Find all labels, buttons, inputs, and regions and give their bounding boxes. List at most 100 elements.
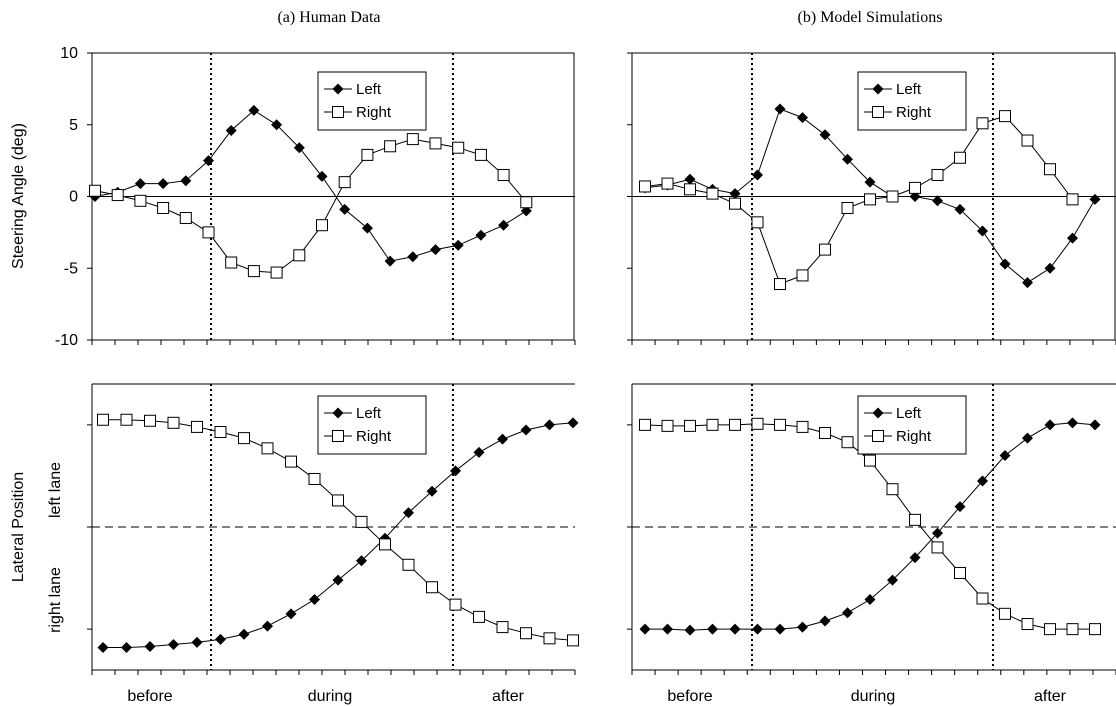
point-marker-right — [954, 566, 966, 579]
point-marker-right — [384, 140, 397, 153]
point-marker-right — [497, 168, 510, 181]
point-marker-left — [774, 623, 786, 635]
point-marker-left — [932, 527, 943, 539]
point-marker-right — [864, 454, 876, 467]
point-marker-right — [684, 419, 696, 432]
point-marker-left — [520, 424, 532, 436]
point-marker-left — [639, 623, 651, 635]
point-marker-left — [864, 176, 876, 188]
point-marker-right — [639, 418, 651, 431]
point-marker-left — [225, 124, 237, 136]
point-marker-right — [774, 418, 786, 431]
point-marker-left — [797, 621, 808, 633]
point-marker-left — [384, 255, 396, 267]
left-lane-tick-label: left lane — [47, 462, 64, 518]
point-marker-left — [729, 623, 741, 635]
series-line-right — [644, 115, 1073, 285]
point-marker-left — [168, 638, 179, 650]
legend-label-left: Left — [356, 405, 382, 422]
point-marker-right — [293, 249, 306, 262]
point-marker-left — [262, 620, 273, 632]
point-marker-right — [202, 226, 215, 239]
point-marker-right — [191, 420, 203, 433]
point-marker-right — [706, 418, 719, 431]
point-marker-right — [144, 414, 156, 427]
chart-panel-2: Left Right — [627, 52, 1116, 345]
phase-label-after-b: after — [1034, 688, 1067, 705]
point-marker-right — [426, 581, 438, 594]
y-tick-label: 5 — [69, 117, 78, 134]
point-marker-right — [1066, 193, 1079, 206]
panel-b-title: (b) Model Simulations — [798, 9, 943, 26]
point-marker-left — [97, 642, 109, 654]
legend-marker-right — [872, 430, 884, 442]
point-marker-right — [316, 219, 328, 232]
point-marker-right — [819, 427, 831, 440]
legend-marker-right — [872, 106, 884, 118]
point-marker-left — [134, 178, 146, 190]
y-tick-label: -5 — [64, 260, 78, 277]
point-marker-left — [475, 229, 487, 241]
point-marker-left — [293, 142, 305, 154]
point-marker-left — [356, 555, 367, 567]
point-marker-right — [120, 413, 133, 426]
phase-label-after-a: after — [492, 688, 525, 705]
legend-label-left: Left — [896, 405, 922, 422]
point-marker-left — [332, 574, 344, 586]
point-marker-left — [191, 636, 203, 648]
point-marker-right — [214, 426, 227, 439]
legend-marker-right — [332, 106, 344, 118]
point-marker-left — [797, 112, 808, 124]
point-marker-right — [751, 417, 764, 430]
point-marker-left — [752, 169, 763, 181]
point-marker-left — [157, 178, 169, 190]
point-marker-right — [361, 148, 374, 161]
point-marker-right — [864, 193, 876, 206]
point-marker-right — [270, 266, 283, 279]
legend-label-right: Right — [896, 428, 932, 445]
point-marker-right — [379, 538, 391, 551]
point-marker-right — [167, 416, 180, 429]
point-marker-right — [520, 196, 533, 209]
point-marker-left — [450, 465, 461, 477]
point-marker-left — [1044, 262, 1056, 274]
point-marker-left — [842, 607, 853, 619]
point-marker-left — [774, 103, 786, 115]
point-marker-left — [339, 203, 351, 215]
point-marker-left — [684, 624, 696, 636]
legend-marker-left — [872, 407, 884, 419]
point-marker-right — [1066, 623, 1079, 636]
point-marker-left — [544, 419, 555, 431]
point-marker-right — [661, 177, 674, 190]
point-marker-right — [841, 201, 854, 214]
point-marker-left — [180, 175, 192, 187]
point-marker-left — [497, 433, 508, 445]
point-marker-right — [179, 212, 192, 225]
point-marker-right — [931, 541, 944, 554]
point-marker-left — [1067, 417, 1078, 429]
lateral-position-axis-label: Lateral Position — [10, 472, 27, 582]
point-marker-right — [841, 436, 854, 449]
point-marker-left — [864, 594, 876, 606]
point-marker-right — [796, 269, 809, 282]
point-marker-left — [285, 608, 297, 620]
panel-a-title: (a) Human Data — [277, 9, 380, 26]
legend-marker-left — [332, 83, 344, 95]
point-marker-left — [729, 188, 741, 200]
point-marker-left — [1022, 277, 1033, 289]
point-marker-right — [406, 133, 419, 146]
point-marker-right — [134, 194, 147, 207]
y-tick-label: 0 — [69, 189, 78, 206]
point-marker-right — [954, 151, 966, 164]
point-marker-right — [225, 256, 238, 269]
point-marker-right — [639, 180, 651, 193]
legend-label-right: Right — [356, 104, 392, 121]
point-marker-right — [1044, 623, 1056, 636]
point-marker-right — [89, 184, 101, 197]
point-marker-left — [999, 450, 1011, 461]
series-line-left — [94, 109, 527, 262]
point-marker-right — [402, 558, 415, 571]
y-tick-label: -10 — [55, 332, 78, 349]
plot-area: -10-50510LeftRightLeftRightLeftRightLeft… — [55, 45, 1116, 675]
point-marker-right — [474, 148, 487, 161]
